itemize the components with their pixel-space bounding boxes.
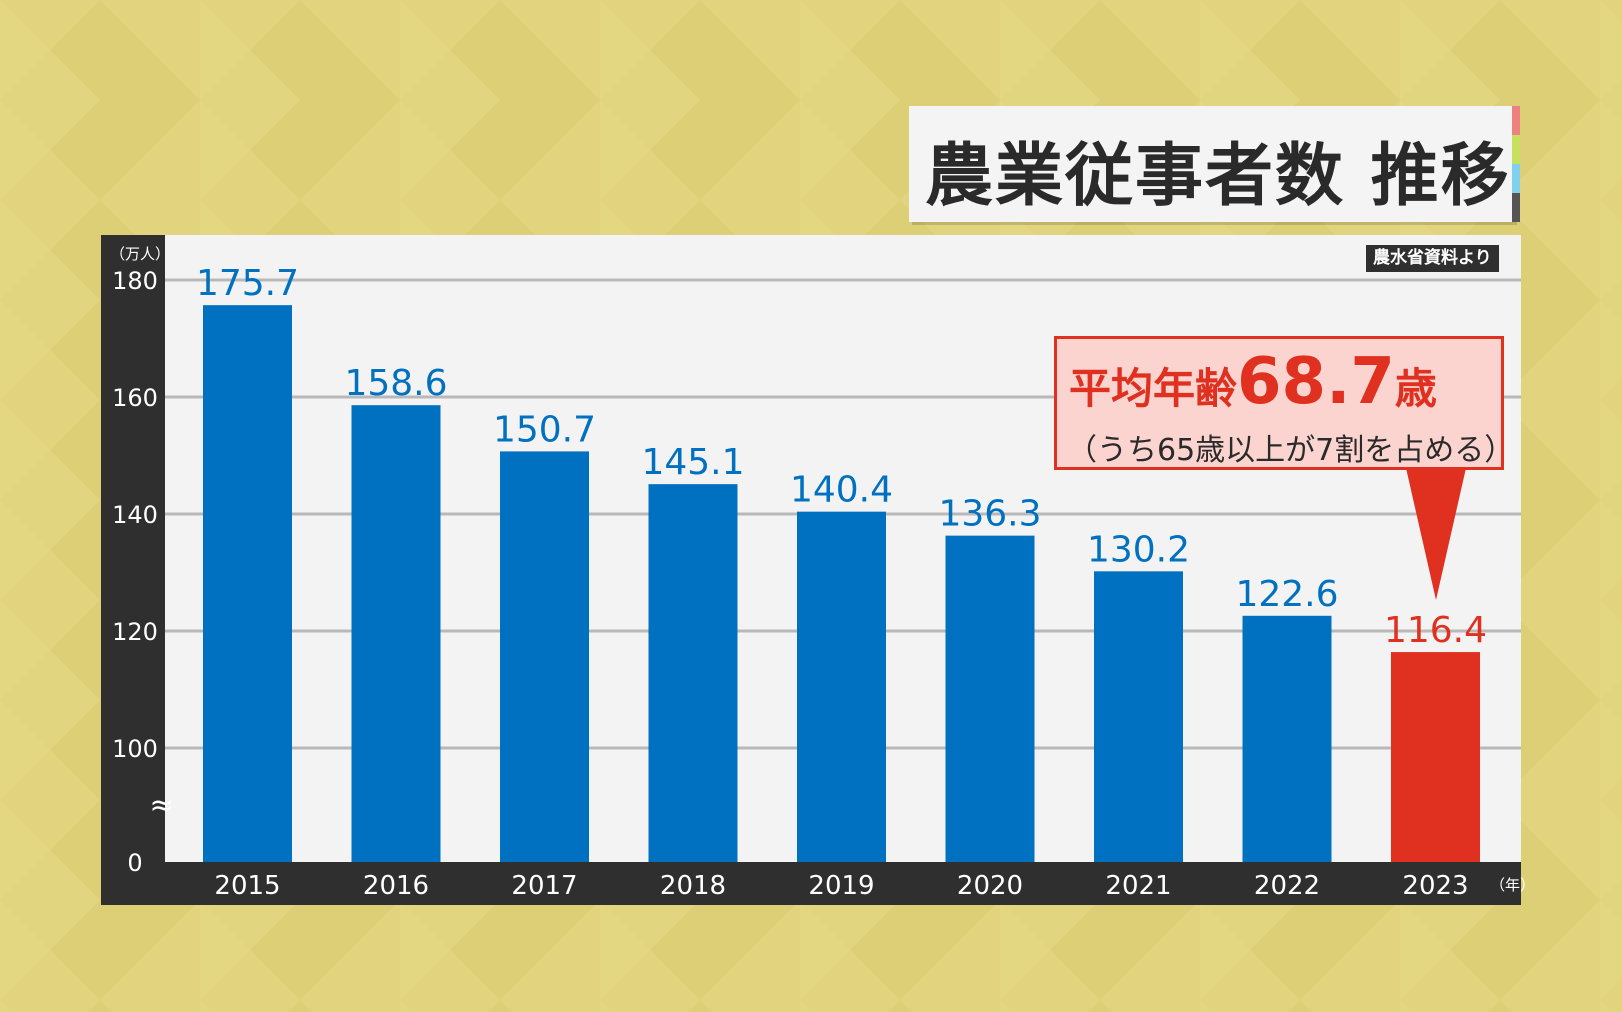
x-tick-label-2015: 2015	[214, 871, 280, 901]
value-label-2020: 136.3	[938, 494, 1041, 535]
x-tick-label-2017: 2017	[511, 871, 577, 901]
chart-title-box: 農業従事者数 推移	[909, 106, 1520, 222]
callout-note: （うち65歳以上が7割を占める）	[1067, 433, 1515, 468]
y-axis-panel	[101, 235, 165, 905]
x-axis-panel	[101, 862, 1521, 905]
x-tick-labels: 2015 2016 2017 2018 2019 2020 2021 2022 2023	[214, 871, 1468, 901]
x-tick-label-2021: 2021	[1105, 871, 1171, 901]
y-tick-label: 160	[112, 384, 158, 412]
value-label-2023: 116.4	[1384, 610, 1487, 651]
x-axis-unit: （年）	[1490, 876, 1535, 894]
value-label-2018: 145.1	[641, 442, 744, 483]
title-color-stripes	[1512, 106, 1520, 222]
axis-break-symbol: ≈	[149, 788, 174, 823]
x-tick-label-2019: 2019	[808, 871, 874, 901]
value-labels: 175.7 158.6 150.7 145.1 140.4 136.3 130.2 122.6…	[196, 263, 1487, 651]
callout-pointer	[1406, 468, 1466, 600]
bars	[203, 305, 1480, 862]
y-tick-label: 180	[112, 267, 158, 295]
y-axis-unit: （万人）	[110, 245, 171, 263]
y-tick-label: 120	[112, 618, 158, 646]
bar-2017	[500, 451, 589, 862]
y-tick-labels: 0 100 120 140 160 180	[112, 267, 158, 877]
x-tick-label-2022: 2022	[1254, 871, 1320, 901]
source-label: 農水省資料より	[1366, 245, 1499, 272]
average-age-callout: 平均年齢68.7歳 （うち65歳以上が7割を占める）	[1054, 336, 1514, 470]
y-tick-label: 140	[112, 501, 158, 529]
bar-2015	[203, 305, 292, 862]
callout-main-text: 平均年齢68.7歳	[1069, 345, 1437, 419]
x-tick-label-2023: 2023	[1402, 871, 1468, 901]
value-label-2022: 122.6	[1235, 574, 1338, 615]
value-label-2019: 140.4	[790, 470, 893, 511]
callout-prefix: 平均年齢	[1069, 364, 1238, 413]
value-label-2017: 150.7	[493, 409, 596, 450]
x-tick-label-2016: 2016	[363, 871, 429, 901]
x-tick-label-2018: 2018	[660, 871, 726, 901]
bar-2023	[1391, 652, 1480, 862]
chart-title: 農業従事者数 推移	[925, 137, 1511, 216]
bar-2020	[945, 535, 1035, 862]
callout-value: 68.7	[1237, 345, 1395, 419]
value-label-2021: 130.2	[1087, 529, 1190, 570]
x-tick-label-2020: 2020	[957, 871, 1023, 901]
bar-2019	[797, 511, 886, 862]
bar-2021	[1094, 571, 1183, 862]
bar-2022	[1242, 615, 1332, 862]
y-tick-label: 0	[127, 849, 142, 877]
bar-2016	[351, 405, 441, 862]
y-tick-label: 100	[112, 735, 158, 763]
callout-suffix: 歳	[1394, 364, 1437, 413]
value-label-2016: 158.6	[344, 363, 447, 404]
bar-2018	[648, 484, 738, 862]
value-label-2015: 175.7	[196, 263, 299, 304]
